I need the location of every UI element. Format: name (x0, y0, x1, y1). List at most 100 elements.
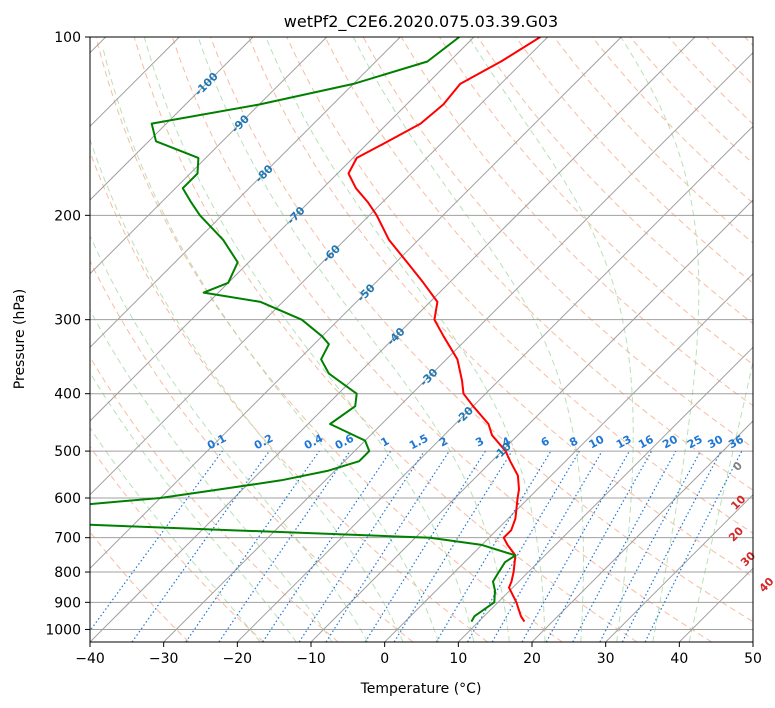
moist-adiabat-line (90, 234, 369, 642)
x-tick-label: −20 (223, 651, 253, 667)
x-tick-label: 40 (670, 651, 688, 667)
y-tick-label: 500 (54, 444, 81, 460)
isotherm-line (163, 51, 753, 642)
mixing-ratio-line (572, 450, 677, 642)
dry-adiabat-line (706, 37, 753, 86)
isotherm-label: -50 (355, 281, 378, 304)
moist-adiabat-line (90, 309, 333, 642)
mixing-ratio-line (298, 450, 425, 642)
isotherm-line (90, 37, 401, 349)
mixing-ratio-line (218, 450, 351, 642)
isotherm-line (90, 37, 622, 570)
dry-adiabat-line (515, 37, 753, 284)
isotherm-line (90, 37, 696, 642)
y-tick-label: 900 (54, 595, 81, 611)
dry-adiabat-line (210, 37, 753, 623)
dry-adiabat-line (668, 37, 753, 125)
mixing-ratio-label: 30 (706, 433, 726, 452)
mixing-ratio-line (262, 450, 392, 642)
y-tick-label: 100 (54, 30, 81, 46)
mixing-ratio-label: 25 (685, 433, 705, 452)
moist-adiabat-line (90, 371, 297, 642)
moist-adiabat-line (197, 37, 510, 642)
moist-adiabat-line (352, 37, 584, 642)
mixing-ratio-label: 1.5 (407, 432, 430, 453)
temperature-profile-line (347, 37, 541, 623)
mixing-ratio-label: 10 (587, 433, 607, 452)
mixing-ratio-line (521, 450, 631, 642)
moist-adiabat-line (688, 359, 753, 642)
axes: −40 −30 −20 −10 0 10 20 30 40 5010020030040050060… (45, 30, 762, 667)
isotherm-line (605, 493, 753, 642)
isotherm-line (90, 37, 254, 201)
x-tick-label: −40 (75, 651, 105, 667)
mixing-ratio-label: 36 (726, 433, 746, 452)
dry-adiabat-line (324, 37, 753, 491)
mixing-ratio-line (435, 450, 552, 642)
dry-adiabat-line (553, 37, 753, 244)
moist-adiabat-line (620, 37, 700, 642)
mixing-ratio-label: 6 (539, 434, 552, 449)
isotherm-line (678, 567, 753, 642)
mixing-ratio-label: 0.4 (302, 432, 326, 453)
x-tick-label: 20 (523, 651, 541, 667)
dry-adiabat-line (171, 37, 712, 642)
mixing-ratio-line (90, 450, 223, 632)
isotherm-line (90, 37, 549, 496)
x-tick-label: 10 (449, 651, 467, 667)
mixing-ratio-line (393, 450, 513, 642)
x-tick-label: −10 (296, 651, 326, 667)
mixing-ratio-label: 1 (379, 434, 392, 449)
mixing-ratio-line (599, 450, 702, 642)
isotherm-line (457, 346, 753, 642)
dry-adiabat-line (286, 37, 753, 534)
dry-adiabat-line (90, 150, 488, 642)
isotherm-line (310, 199, 753, 642)
mixing-ratio-label: 0.1 (205, 432, 228, 453)
x-tick-label: 0 (380, 651, 389, 667)
moist-adiabat-line (90, 137, 404, 642)
isotherm-line (752, 641, 753, 642)
x-tick-label: 50 (744, 651, 762, 667)
dewpoint-profile-line (90, 37, 517, 623)
mixing-ratio-label: 13 (614, 433, 634, 452)
y-tick-label: 600 (54, 491, 81, 507)
isotherm-line (531, 420, 753, 642)
isotherm-label: -100 (192, 70, 221, 99)
mixing-ratio-line (545, 450, 653, 642)
dry-adiabat-line (90, 531, 190, 642)
mixing-ratio-label: 3 (473, 434, 486, 449)
x-axis-label: Temperature (°C) (360, 681, 482, 697)
dry-adiabat-line (133, 37, 638, 642)
moist-adiabat-line (143, 37, 475, 642)
isotherm-line (236, 125, 753, 642)
dry-adiabat-line (90, 445, 264, 642)
x-tick-label: 30 (597, 651, 615, 667)
dry-adiabat-line (90, 259, 414, 642)
moist-adiabat-line (102, 49, 439, 642)
isotherm-line (90, 37, 328, 275)
y-tick-label: 400 (54, 387, 81, 403)
mixing-ratio-line (131, 450, 270, 642)
moist-adiabat-line (468, 37, 634, 642)
y-tick-label: 800 (54, 565, 81, 581)
mixing-ratio-label: 16 (636, 433, 656, 452)
dry-adiabat-label: 40 (757, 575, 775, 595)
mixing-ratio-label: 8 (567, 434, 580, 449)
isotherm-label: -70 (284, 204, 307, 227)
dry-adiabat-label: 30 (738, 549, 758, 569)
y-axis-label: Pressure (hPa) (12, 289, 28, 389)
y-tick-label: 300 (54, 313, 81, 329)
mixing-ratio-label: 20 (660, 433, 680, 452)
isotherm-label: -90 (229, 112, 252, 135)
mixing-ratio-line (325, 450, 450, 642)
dry-adiabat-line (90, 356, 339, 642)
dry-adiabat-label: 10 (728, 492, 748, 512)
moist-adiabat-line (265, 37, 546, 642)
plot-frame (89, 36, 754, 643)
x-tick-label: −30 (149, 651, 179, 667)
mixing-ratio-line (185, 450, 320, 642)
mixing-ratio-line (364, 450, 486, 642)
plot-data (90, 37, 541, 623)
